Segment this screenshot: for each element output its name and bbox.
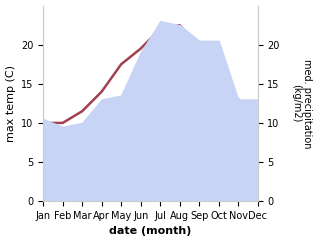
Y-axis label: med. precipitation
(kg/m2): med. precipitation (kg/m2) [291,59,313,148]
Y-axis label: max temp (C): max temp (C) [5,65,16,142]
X-axis label: date (month): date (month) [109,227,192,236]
